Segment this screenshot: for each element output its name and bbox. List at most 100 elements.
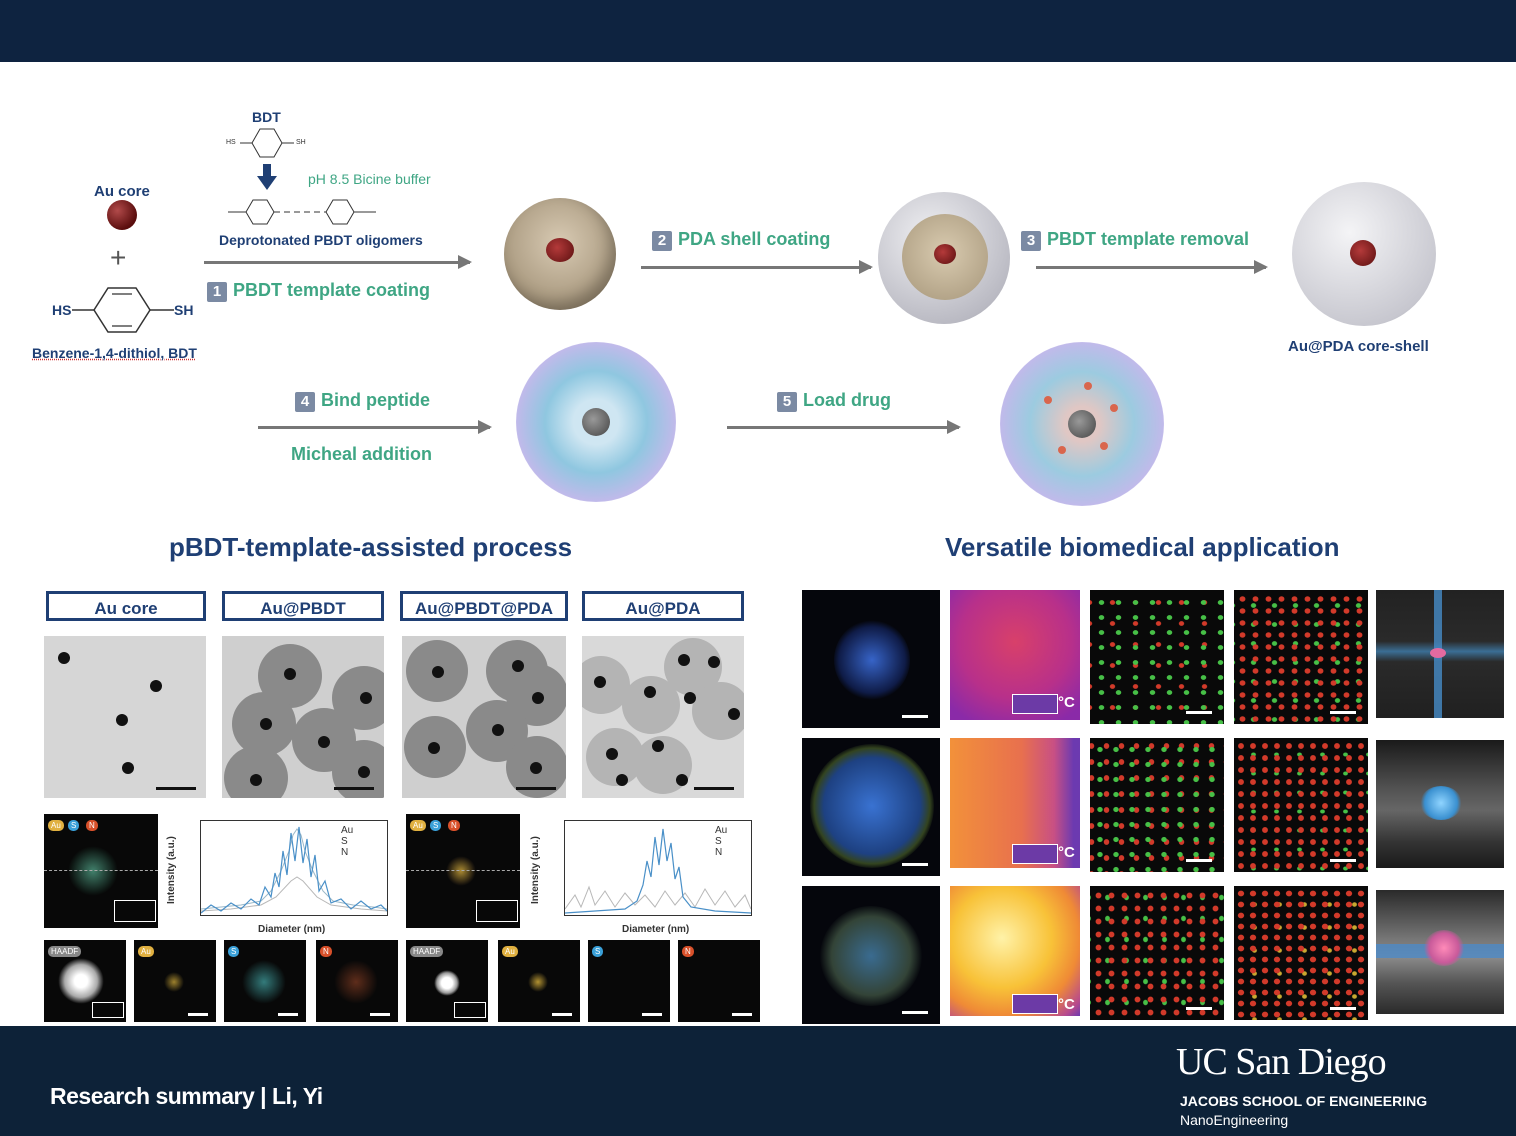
- micheal-label: Micheal addition: [291, 444, 433, 464]
- pill-s: S: [592, 946, 604, 957]
- scale-bar: [334, 787, 374, 790]
- bdt-label: BDT: [252, 109, 281, 125]
- scale-bar: [1330, 1007, 1356, 1010]
- live-dead-image-4: [1234, 590, 1368, 724]
- scale-bar: [188, 1013, 208, 1016]
- ucsd-logo: UC San Diego: [1176, 1041, 1387, 1083]
- scale-bar: [902, 863, 928, 866]
- scale-bar: [1186, 1007, 1212, 1010]
- right-section-title: Versatile biomedical application: [945, 532, 1340, 562]
- scale-bar: [1330, 859, 1356, 862]
- haadf-image-2: HAADF: [406, 940, 488, 1022]
- pill-s: S: [228, 946, 240, 957]
- scale-box: [114, 900, 156, 922]
- pill-n: N: [86, 820, 98, 831]
- scale-bar: [156, 787, 196, 790]
- buffer-label: pH 8.5 Bicine buffer: [308, 171, 431, 187]
- scale-box: [92, 1002, 124, 1018]
- step-4-label: 4 Bind peptide: [295, 390, 430, 412]
- down-arrowhead-icon: [257, 176, 277, 190]
- hs-label: HS: [52, 302, 72, 318]
- scale-bar: [902, 1011, 928, 1014]
- scale-bar: [552, 1013, 572, 1016]
- pill-s: S: [68, 820, 80, 831]
- s-map-image-1: S: [224, 940, 306, 1022]
- pill-au: Au: [410, 820, 426, 831]
- haadf-image-1: HAADF: [44, 940, 126, 1022]
- eds-overlay-image-1: Au S N: [44, 814, 158, 928]
- scale-bar: [1330, 711, 1356, 714]
- footer-title: Research summary | Li, Yi: [50, 1083, 323, 1109]
- au-core-label: Au core: [94, 183, 150, 200]
- pill-n: N: [448, 820, 460, 831]
- live-dead-image-1: [1090, 590, 1224, 724]
- profile-legend: Au S N: [341, 825, 354, 858]
- footer-bar: Research summary | Li, Yi UC San Diego J…: [0, 1026, 1516, 1136]
- imaging-image-1: [1376, 590, 1504, 718]
- scale-bar: [278, 1013, 298, 1016]
- pill-n: N: [682, 946, 694, 957]
- sample-label-au-pda: Au@PDA: [582, 591, 744, 621]
- temperature-box: [1012, 844, 1058, 864]
- scale-bar: [1186, 859, 1212, 862]
- au-core-sphere-icon: [107, 200, 137, 230]
- n-map-image-1: N: [316, 940, 398, 1022]
- live-dead-image-2: [1090, 738, 1224, 872]
- scale-bar: [1186, 711, 1212, 714]
- core-shell-label: Au@PDA core-shell: [1288, 338, 1429, 355]
- au-map-image-1: Au: [134, 940, 216, 1022]
- live-dead-image-6: [1234, 886, 1368, 1020]
- tem-image-au-pbdt-pda: [402, 636, 566, 798]
- bdt-structure-icon: [72, 287, 174, 333]
- arrow-step-5: [727, 420, 961, 434]
- sh-label: SH: [174, 302, 194, 318]
- slide-content: Au core + HS SH Benzene-1,4-dithiol, BDT…: [0, 62, 1516, 1026]
- scale-box: [476, 900, 518, 922]
- pda-shell-sphere-icon: [878, 192, 1010, 324]
- line-profile-chart-2: Au S N: [564, 820, 752, 916]
- scale-bar: [732, 1013, 752, 1016]
- au-map-image-2: Au: [498, 940, 580, 1022]
- temperature-box: [1012, 694, 1058, 714]
- arrow-step-3: [1036, 260, 1268, 274]
- profile-x-label-2: Diameter (nm): [622, 924, 690, 935]
- step-5-label: 5 Load drug: [777, 390, 891, 412]
- top-banner: [0, 0, 1516, 62]
- arrow-step-4: [258, 420, 492, 434]
- profile-legend: Au S N: [715, 825, 728, 858]
- live-dead-image-3: [1090, 886, 1224, 1020]
- sample-label-au-pbdt: Au@PBDT: [222, 591, 384, 621]
- tem-image-au-core: [44, 636, 206, 798]
- plus-sign: +: [110, 242, 127, 273]
- peptide-sphere-icon: [516, 342, 676, 502]
- imaging-image-2: [1376, 740, 1504, 868]
- s-map-image-2: S: [588, 940, 670, 1022]
- scale-bar: [516, 787, 556, 790]
- step-2-label: 2 PDA shell coating: [652, 229, 830, 251]
- pill-n: N: [320, 946, 332, 957]
- hs-small-label: HS: [226, 139, 236, 146]
- thermal-image-1: °C: [950, 590, 1080, 720]
- temperature-unit: °C: [1058, 996, 1075, 1013]
- scale-box: [454, 1002, 486, 1018]
- department-name: NanoEngineering: [1180, 1112, 1289, 1128]
- scale-bar: [642, 1013, 662, 1016]
- sample-label-au-core: Au core: [46, 591, 206, 621]
- temperature-unit: °C: [1058, 694, 1075, 711]
- drug-loaded-sphere-icon: [1000, 342, 1164, 506]
- left-section-title: pBDT-template-assisted process: [169, 532, 573, 562]
- pbdt-coated-sphere-icon: [504, 198, 616, 310]
- step-3-label: 3 PBDT template removal: [1021, 229, 1249, 251]
- bdt-full-label: Benzene-1,4-dithiol, BDT: [32, 345, 197, 361]
- tem-image-au-pbdt: [222, 636, 384, 798]
- arrow-step-2: [641, 260, 873, 274]
- school-name: JACOBS SCHOOL OF ENGINEERING: [1180, 1093, 1428, 1109]
- pill-au: Au: [138, 946, 154, 957]
- pill-haadf: HAADF: [48, 946, 82, 957]
- profile-y-label-1: Intensity (a.u.): [166, 836, 177, 904]
- down-arrow-icon: [263, 164, 271, 178]
- eds-overlay-image-2: Au S N: [406, 814, 520, 928]
- temperature-box: [1012, 994, 1058, 1014]
- n-map-image-2: N: [678, 940, 760, 1022]
- scale-bar: [370, 1013, 390, 1016]
